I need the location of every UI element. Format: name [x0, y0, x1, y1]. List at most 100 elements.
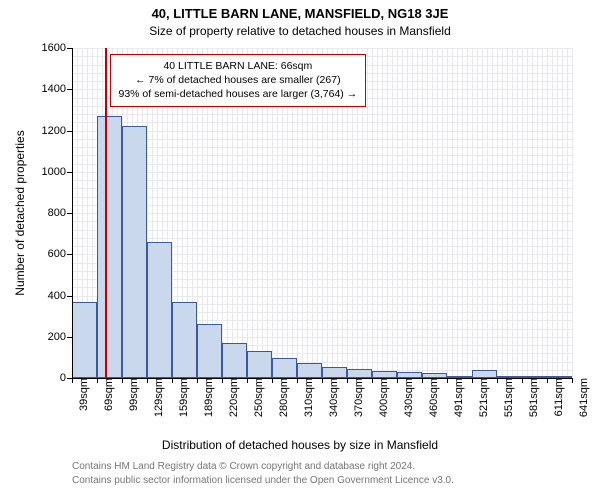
- page-title: 40, LITTLE BARN LANE, MANSFIELD, NG18 3J…: [0, 6, 600, 21]
- gridline-v: [422, 48, 423, 378]
- xtick-label: 159sqm: [176, 378, 190, 417]
- histogram-bar: [472, 370, 497, 378]
- gridline-v: [442, 48, 443, 378]
- gridline-v: [517, 48, 518, 378]
- gridline-v: [382, 48, 383, 378]
- xtick-mark: [97, 378, 98, 383]
- histogram-bar: [222, 343, 247, 378]
- gridline-v: [502, 48, 503, 378]
- xtick-mark: [322, 378, 323, 383]
- gridline-v: [507, 48, 508, 378]
- gridline-v: [467, 48, 468, 378]
- gridline-v: [532, 48, 533, 378]
- gridline-v: [537, 48, 538, 378]
- xtick-mark: [122, 378, 123, 383]
- xtick-mark: [347, 378, 348, 383]
- xtick-mark: [222, 378, 223, 383]
- ytick-label: 1400: [42, 83, 72, 95]
- gridline-v: [387, 48, 388, 378]
- page-root: 40, LITTLE BARN LANE, MANSFIELD, NG18 3J…: [0, 0, 600, 500]
- gridline-v: [567, 48, 568, 378]
- y-axis-line: [72, 48, 73, 378]
- gridline-v: [552, 48, 553, 378]
- ytick-label: 1200: [42, 125, 72, 137]
- credit-text: Contains HM Land Registry data © Crown c…: [72, 460, 454, 487]
- histogram-bar: [372, 371, 397, 378]
- marker-vline: [105, 48, 107, 378]
- xtick-mark: [147, 378, 148, 383]
- gridline-v: [407, 48, 408, 378]
- xtick-mark: [522, 378, 523, 383]
- ytick-label: 400: [48, 290, 72, 302]
- xtick-label: 611sqm: [551, 378, 565, 416]
- ytick-label: 1600: [42, 42, 72, 54]
- gridline-v: [447, 48, 448, 378]
- histogram-bar: [247, 351, 272, 378]
- gridline-v: [497, 48, 498, 378]
- ytick-label: 800: [48, 207, 72, 219]
- histogram-bar: [122, 126, 147, 378]
- y-axis-title: Number of detached properties: [13, 130, 27, 295]
- ytick-label: 600: [48, 248, 72, 260]
- xtick-label: 69sqm: [101, 378, 115, 411]
- xtick-mark: [172, 378, 173, 383]
- gridline-v: [527, 48, 528, 378]
- gridline-v: [547, 48, 548, 378]
- xtick-mark: [547, 378, 548, 383]
- xtick-label: 99sqm: [126, 378, 140, 411]
- gridline-v: [512, 48, 513, 378]
- gridline-v: [367, 48, 368, 378]
- xtick-label: 460sqm: [426, 378, 440, 417]
- histogram-bar: [347, 369, 372, 378]
- xtick-mark: [372, 378, 373, 383]
- histogram-bar: [72, 302, 97, 378]
- xtick-label: 521sqm: [476, 378, 490, 417]
- gridline-v: [482, 48, 483, 378]
- xtick-mark: [447, 378, 448, 383]
- gridline-v: [417, 48, 418, 378]
- xtick-label: 491sqm: [451, 378, 465, 417]
- xtick-mark: [247, 378, 248, 383]
- gridline-v: [522, 48, 523, 378]
- xtick-mark: [197, 378, 198, 383]
- gridline-v: [402, 48, 403, 378]
- xtick-mark: [397, 378, 398, 383]
- gridline-v: [372, 48, 373, 378]
- gridline-v: [457, 48, 458, 378]
- gridline-v: [542, 48, 543, 378]
- gridline-v: [427, 48, 428, 378]
- xtick-label: 250sqm: [251, 378, 265, 417]
- gridline-v: [572, 48, 573, 378]
- gridline-v: [557, 48, 558, 378]
- ytick-label: 0: [60, 372, 72, 384]
- xtick-label: 310sqm: [301, 378, 315, 417]
- histogram-bar: [297, 363, 322, 378]
- gridline-v: [377, 48, 378, 378]
- gridline-v: [477, 48, 478, 378]
- annotation-line: 40 LITTLE BARN LANE: 66sqm: [119, 59, 358, 73]
- histogram-bar: [322, 367, 347, 378]
- gridline-v: [412, 48, 413, 378]
- ytick-label: 1000: [42, 166, 72, 178]
- histogram-bar: [197, 324, 222, 378]
- gridline-v: [462, 48, 463, 378]
- ytick-label: 200: [48, 331, 72, 343]
- xtick-label: 280sqm: [276, 378, 290, 417]
- gridline-v: [392, 48, 393, 378]
- credit-line: Contains public sector information licen…: [72, 474, 454, 488]
- xtick-mark: [272, 378, 273, 383]
- xtick-mark: [297, 378, 298, 383]
- xtick-label: 581sqm: [526, 378, 540, 417]
- xtick-label: 551sqm: [501, 378, 515, 417]
- page-subtitle: Size of property relative to detached ho…: [0, 24, 600, 38]
- xtick-label: 641sqm: [576, 378, 590, 417]
- xtick-label: 39sqm: [76, 378, 90, 411]
- x-axis-title: Distribution of detached houses by size …: [0, 438, 600, 452]
- credit-line: Contains HM Land Registry data © Crown c…: [72, 460, 454, 474]
- gridline-v: [452, 48, 453, 378]
- annotation-line: 93% of semi-detached houses are larger (…: [119, 87, 358, 101]
- xtick-label: 370sqm: [351, 378, 365, 417]
- xtick-mark: [497, 378, 498, 383]
- histogram-bar: [147, 242, 172, 378]
- gridline-v: [397, 48, 398, 378]
